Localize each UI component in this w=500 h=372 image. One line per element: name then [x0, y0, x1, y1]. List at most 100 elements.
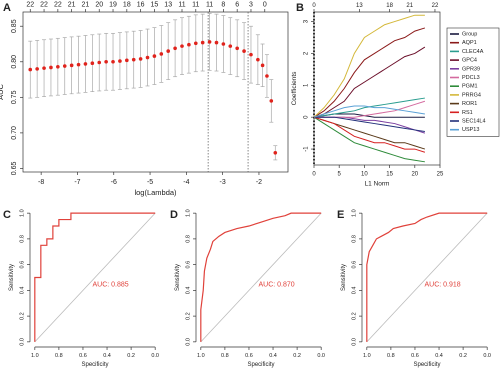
x-axis-label: log(Lambda) [134, 188, 177, 197]
point [83, 62, 88, 66]
x-tick-label: 15 [386, 172, 393, 178]
top-tick-label: 11 [178, 2, 185, 9]
top-tick-label: 22 [432, 3, 439, 9]
chance-line [366, 212, 488, 343]
x-tick-label: 0.6 [245, 353, 253, 359]
x-tick-label: 0 [312, 172, 316, 178]
coefficient-path [313, 105, 425, 118]
x-tick-label: -3 [220, 179, 226, 186]
auc-annotation: AUC: 0.885 [93, 281, 129, 288]
top-tick-label: 0 [312, 3, 316, 9]
y-tick-label: 0.4 [186, 287, 192, 295]
y-tick-label: -1 [303, 146, 309, 152]
top-tick-label: 6 [235, 2, 239, 9]
top-tick-label: 8 [221, 2, 225, 9]
coefficient-path [313, 116, 425, 163]
point [193, 41, 198, 46]
legend-label: GPR39 [462, 66, 480, 72]
point [265, 74, 269, 78]
y-tick-label: 2 [303, 51, 309, 55]
y-tick-label: 0.8 [186, 235, 192, 243]
y-tick-label: 1.0 [186, 209, 192, 217]
legend-label: PGM1 [462, 84, 478, 90]
legend-label: GPC4 [462, 58, 477, 64]
top-tick-label: 13 [356, 3, 363, 9]
top-tick-label: 0 [263, 2, 267, 9]
legend-label: ROR1 [462, 101, 477, 107]
top-tick-label: 19 [109, 2, 117, 9]
x-tick-label: -7 [74, 179, 80, 186]
x-axis-label: Specificity [413, 362, 440, 368]
x-tick-label: -4 [183, 179, 189, 186]
y-tick-label: 1.0 [352, 209, 358, 217]
point [145, 55, 150, 60]
x-tick-label: 0.2 [459, 353, 467, 359]
point [159, 52, 164, 56]
x-tick-label: 20 [411, 172, 418, 178]
x-tick-label: 10 [361, 172, 368, 178]
y-tick-label: 0.6 [186, 261, 192, 269]
y-axis-label: AUC [0, 84, 5, 100]
point [256, 57, 260, 62]
point [35, 67, 39, 71]
x-axis-label: Specificity [247, 362, 274, 368]
y-tick-label: 3 [303, 19, 309, 23]
coefficient-path [313, 116, 426, 153]
y-tick-label: 0.65 [11, 162, 18, 176]
legend-label: PDCL3 [462, 75, 480, 81]
x-tick-label: -6 [111, 179, 117, 186]
auc-annotation: AUC: 0.918 [425, 281, 461, 288]
y-tick-label: 0.8 [20, 235, 26, 243]
y-axis-label: Sensitivity [175, 264, 181, 291]
y-tick-label: 0.8 [352, 235, 358, 243]
y-tick-label: 0.80 [11, 55, 18, 69]
y-tick-label: 0.75 [11, 90, 18, 104]
coefficient-path [314, 116, 426, 134]
top-tick-label: 21 [68, 2, 76, 9]
point [104, 59, 108, 64]
point [187, 42, 191, 47]
plot-frame [313, 11, 441, 166]
x-tick-label: 0.2 [293, 353, 301, 359]
y-axis-label: Coefficients [291, 71, 298, 106]
point [118, 59, 122, 63]
x-tick-label: 0.8 [221, 353, 229, 359]
auc-annotation: AUC: 0.870 [259, 281, 295, 288]
legend-label: AQP1 [462, 40, 477, 46]
x-tick-label: 1.0 [31, 353, 39, 359]
x-tick-label: 25 [437, 172, 444, 178]
roc-curve [200, 212, 322, 342]
top-tick-label: 22 [40, 2, 48, 9]
point [228, 44, 233, 48]
x-tick-label: 0.0 [483, 353, 491, 359]
x-tick-label: 0.2 [127, 353, 135, 359]
chance-line [200, 212, 322, 343]
chance-line [34, 212, 156, 343]
point [242, 49, 246, 53]
y-tick-label: 0.6 [20, 261, 26, 269]
point [42, 66, 46, 70]
x-tick-label: -8 [38, 179, 44, 186]
x-tick-label: 1.0 [197, 353, 205, 359]
y-tick-label: 0 [303, 115, 309, 119]
point [273, 151, 278, 155]
top-tick-label: 20 [95, 2, 103, 9]
point [180, 44, 184, 48]
x-tick-label: 0.4 [269, 353, 277, 359]
coefficient-path [314, 116, 425, 133]
point [69, 63, 74, 68]
legend: Group AQP1 CLEC4A GPC4 GPR39 PDCL3 PGM1 PRRG4 RO… [446, 27, 500, 137]
panel-label: E [337, 209, 344, 221]
point [173, 46, 177, 51]
point [62, 64, 67, 68]
point [200, 40, 205, 45]
y-tick-label: 0.4 [20, 287, 26, 295]
panel-label: A [3, 2, 11, 14]
roc-curve [366, 212, 488, 342]
legend-label: USP13 [462, 127, 479, 133]
point [111, 59, 115, 64]
point [97, 60, 102, 65]
point [214, 40, 219, 45]
point [152, 54, 157, 58]
